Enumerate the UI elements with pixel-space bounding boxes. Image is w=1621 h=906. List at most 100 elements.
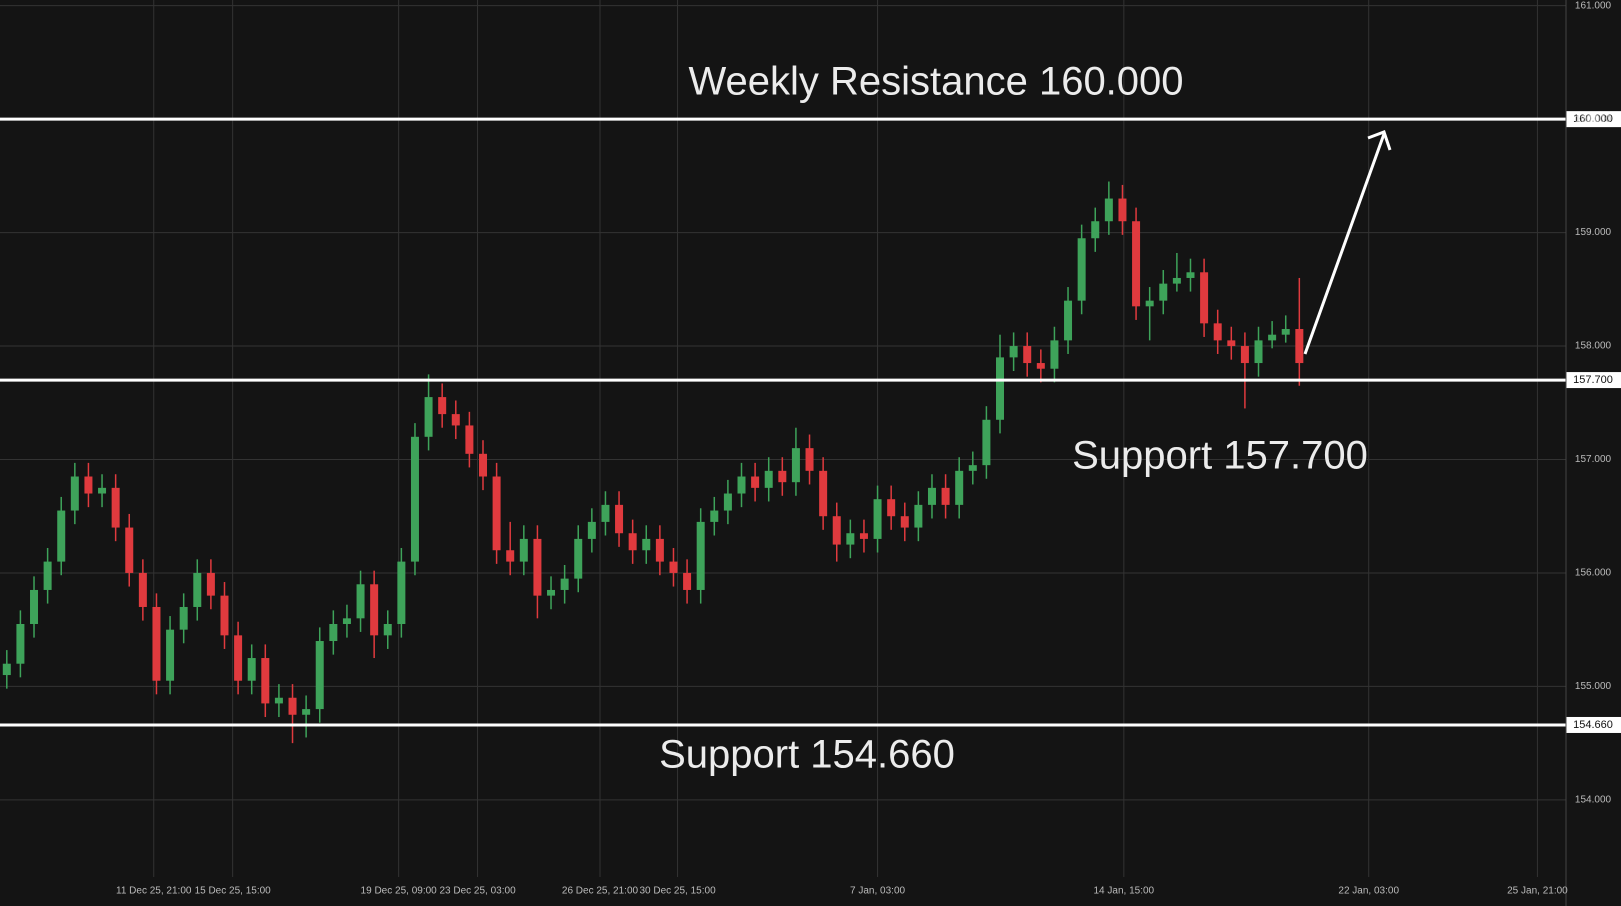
candle-body	[397, 561, 406, 624]
candle-body	[683, 572, 692, 590]
candle-body	[819, 470, 828, 517]
candle-body	[152, 606, 161, 681]
candle-body	[560, 578, 569, 590]
candle-body	[1172, 277, 1181, 284]
candle-body	[16, 623, 25, 664]
candle-body	[98, 487, 107, 494]
candle-body	[1118, 198, 1127, 222]
candle-body	[723, 493, 732, 511]
candle-body	[615, 504, 624, 534]
candle-body	[873, 499, 882, 539]
candle-body	[84, 476, 93, 494]
candle-body	[1254, 340, 1263, 364]
candle-body	[315, 641, 324, 710]
x-tick-label: 19 Dec 25, 09:00	[361, 886, 438, 897]
candle-body	[1091, 221, 1100, 239]
candle-body	[751, 476, 760, 488]
candle-body	[628, 533, 637, 551]
candle-body	[370, 584, 379, 636]
candle-body	[166, 629, 175, 681]
candle-body	[642, 538, 651, 551]
level-label: 154.660	[1573, 719, 1613, 731]
candle-body	[465, 425, 474, 454]
candle-body	[1295, 329, 1304, 364]
candle-body	[996, 357, 1005, 420]
candle-body	[302, 709, 311, 715]
y-tick-label: 161.000	[1575, 0, 1612, 11]
candle-body	[914, 504, 923, 528]
candle-body	[1240, 346, 1249, 364]
level-label-box	[1566, 111, 1621, 128]
grid	[0, 0, 1566, 877]
x-tick-label: 14 Jan, 15:00	[1094, 886, 1155, 897]
candle-body	[533, 538, 542, 596]
candle-body	[206, 572, 215, 596]
x-tick-label: 11 Dec 25, 21:00	[116, 886, 192, 897]
candle-body	[805, 448, 814, 471]
candles	[2, 181, 1304, 744]
annotation: Weekly Resistance 160.000	[688, 60, 1183, 104]
candle-body	[179, 606, 188, 630]
candle-body	[30, 589, 39, 624]
candle-body	[234, 635, 243, 681]
candle-body	[506, 550, 515, 562]
candle-body	[778, 470, 787, 483]
y-tick-label: 155.000	[1575, 681, 1612, 692]
candle-body	[342, 618, 351, 624]
candle-body	[655, 538, 664, 562]
candle-body	[669, 561, 678, 573]
candle-body	[1009, 346, 1018, 358]
candle-body	[519, 538, 528, 562]
y-tick-label: 154.000	[1575, 794, 1612, 805]
candle-body	[737, 476, 746, 494]
candle-body	[383, 623, 392, 636]
candle-body	[887, 499, 896, 517]
candle-body	[288, 697, 297, 715]
candle-body	[574, 538, 583, 579]
candle-body	[478, 453, 487, 477]
candle-body	[1050, 340, 1059, 369]
candle-body	[927, 487, 936, 505]
candle-body	[2, 663, 11, 676]
level-label: 160.000	[1573, 113, 1613, 125]
candle-body	[1227, 340, 1236, 347]
candle-body	[764, 470, 773, 488]
candle-body	[1186, 272, 1195, 278]
candle-body	[261, 658, 270, 704]
level-label-box	[1566, 716, 1621, 733]
candle-body	[696, 521, 705, 590]
axes: 154.000 155.000 156.000 157.000 158.000 159.0…	[116, 0, 1611, 896]
candle-body	[1077, 238, 1086, 301]
candle-body	[601, 504, 610, 522]
candle-body	[1281, 329, 1290, 335]
candle-body	[43, 561, 52, 590]
candle-body	[247, 658, 256, 681]
x-tick-label: 25 Jan, 21:00	[1507, 886, 1568, 897]
y-tick-label: 159.000	[1575, 227, 1612, 238]
candle-body	[1159, 283, 1168, 301]
candle-body	[492, 476, 501, 551]
candle-body	[356, 584, 365, 619]
candle-body	[1213, 323, 1222, 341]
candle-body	[859, 533, 868, 539]
candle-body	[1145, 300, 1154, 307]
x-tick-label: 7 Jan, 03:00	[850, 886, 905, 897]
y-tick-label: 156.000	[1575, 568, 1612, 579]
x-tick-label: 15 Dec 25, 15:00	[195, 886, 272, 897]
candle-body	[438, 397, 447, 415]
candle-body	[451, 414, 460, 426]
annotation: Support 154.660	[659, 733, 955, 777]
candle-body	[410, 436, 419, 562]
candle-body	[1268, 334, 1277, 341]
candle-body	[1132, 221, 1141, 307]
candle-body	[125, 527, 134, 573]
candle-body	[70, 476, 79, 511]
candle-body	[968, 465, 977, 471]
arrow	[1303, 130, 1392, 355]
candle-body	[220, 595, 229, 636]
candle-body	[832, 516, 841, 545]
candle-body	[846, 533, 855, 545]
candle-body	[955, 470, 964, 505]
candle-body	[791, 448, 800, 483]
